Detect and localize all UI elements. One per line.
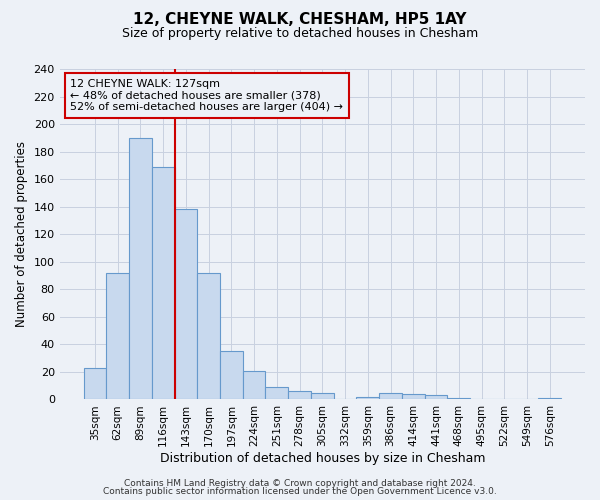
Text: 12, CHEYNE WALK, CHESHAM, HP5 1AY: 12, CHEYNE WALK, CHESHAM, HP5 1AY [133,12,467,28]
Bar [538,398,561,400]
Bar [106,273,129,400]
Bar [83,368,106,400]
Bar [243,370,265,400]
Bar [220,352,243,400]
Y-axis label: Number of detached properties: Number of detached properties [15,141,28,327]
Bar [311,392,334,400]
Text: 12 CHEYNE WALK: 127sqm
← 48% of detached houses are smaller (378)
52% of semi-de: 12 CHEYNE WALK: 127sqm ← 48% of detached… [70,79,343,112]
Bar [356,396,379,400]
Bar [152,167,175,400]
Bar [402,394,425,400]
Text: Contains HM Land Registry data © Crown copyright and database right 2024.: Contains HM Land Registry data © Crown c… [124,478,476,488]
X-axis label: Distribution of detached houses by size in Chesham: Distribution of detached houses by size … [160,452,485,465]
Bar [175,210,197,400]
Bar [425,396,448,400]
Bar [288,391,311,400]
Text: Contains public sector information licensed under the Open Government Licence v3: Contains public sector information licen… [103,488,497,496]
Bar [265,387,288,400]
Bar [129,138,152,400]
Bar [379,392,402,400]
Text: Size of property relative to detached houses in Chesham: Size of property relative to detached ho… [122,28,478,40]
Bar [197,273,220,400]
Bar [448,398,470,400]
